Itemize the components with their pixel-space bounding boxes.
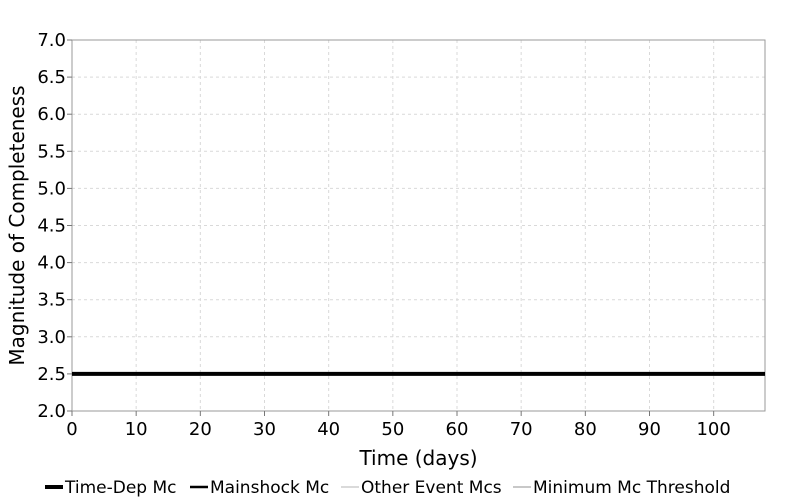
x-tick-label: 70	[510, 419, 533, 440]
y-tick-label: 4.0	[37, 253, 66, 274]
legend-entry: Mainshock Mc	[190, 478, 329, 498]
y-tick-label: 3.0	[37, 327, 66, 348]
y-tick-label: 2.0	[37, 401, 66, 422]
y-tick-label: 4.5	[37, 216, 66, 237]
y-axis-ticks: 2.0 2.5 3.0 3.5 4.0 4.5 5.0 5.5 6.0 6.5 7.0	[37, 30, 72, 422]
legend-label: Minimum Mc Threshold	[533, 478, 730, 498]
x-axis-ticks: 0 10 20 30 40 50 60 70 80 90 100	[66, 411, 731, 440]
legend-label: Time-Dep Mc	[64, 478, 177, 498]
x-tick-label: 30	[253, 419, 276, 440]
y-axis-title: Magnitude of Completeness	[5, 85, 29, 365]
legend-entry: Other Event Mcs	[341, 478, 502, 498]
y-tick-label: 3.5	[37, 290, 66, 311]
y-tick-label: 2.5	[37, 364, 66, 385]
x-tick-label: 20	[189, 419, 212, 440]
grid	[72, 39, 765, 411]
y-tick-label: 6.0	[37, 104, 66, 125]
x-tick-label: 60	[446, 419, 469, 440]
legend-label: Other Event Mcs	[361, 478, 502, 498]
x-axis-title: Time (days)	[358, 446, 477, 470]
legend: Time-Dep Mc Mainshock Mc Other Event Mcs Mi…	[45, 478, 730, 498]
x-tick-label: 50	[381, 419, 404, 440]
x-tick-label: 100	[696, 419, 730, 440]
legend-entry: Minimum Mc Threshold	[513, 478, 730, 498]
x-tick-label: 40	[317, 419, 340, 440]
legend-label: Mainshock Mc	[210, 478, 329, 498]
y-tick-label: 5.5	[37, 141, 66, 162]
y-tick-label: 7.0	[37, 30, 66, 51]
x-tick-label: 80	[574, 419, 597, 440]
legend-entry: Time-Dep Mc	[45, 478, 177, 498]
x-tick-label: 90	[638, 419, 661, 440]
y-tick-label: 6.5	[37, 67, 66, 88]
x-tick-label: 10	[125, 419, 148, 440]
x-tick-label: 0	[66, 419, 77, 440]
y-tick-label: 5.0	[37, 178, 66, 199]
